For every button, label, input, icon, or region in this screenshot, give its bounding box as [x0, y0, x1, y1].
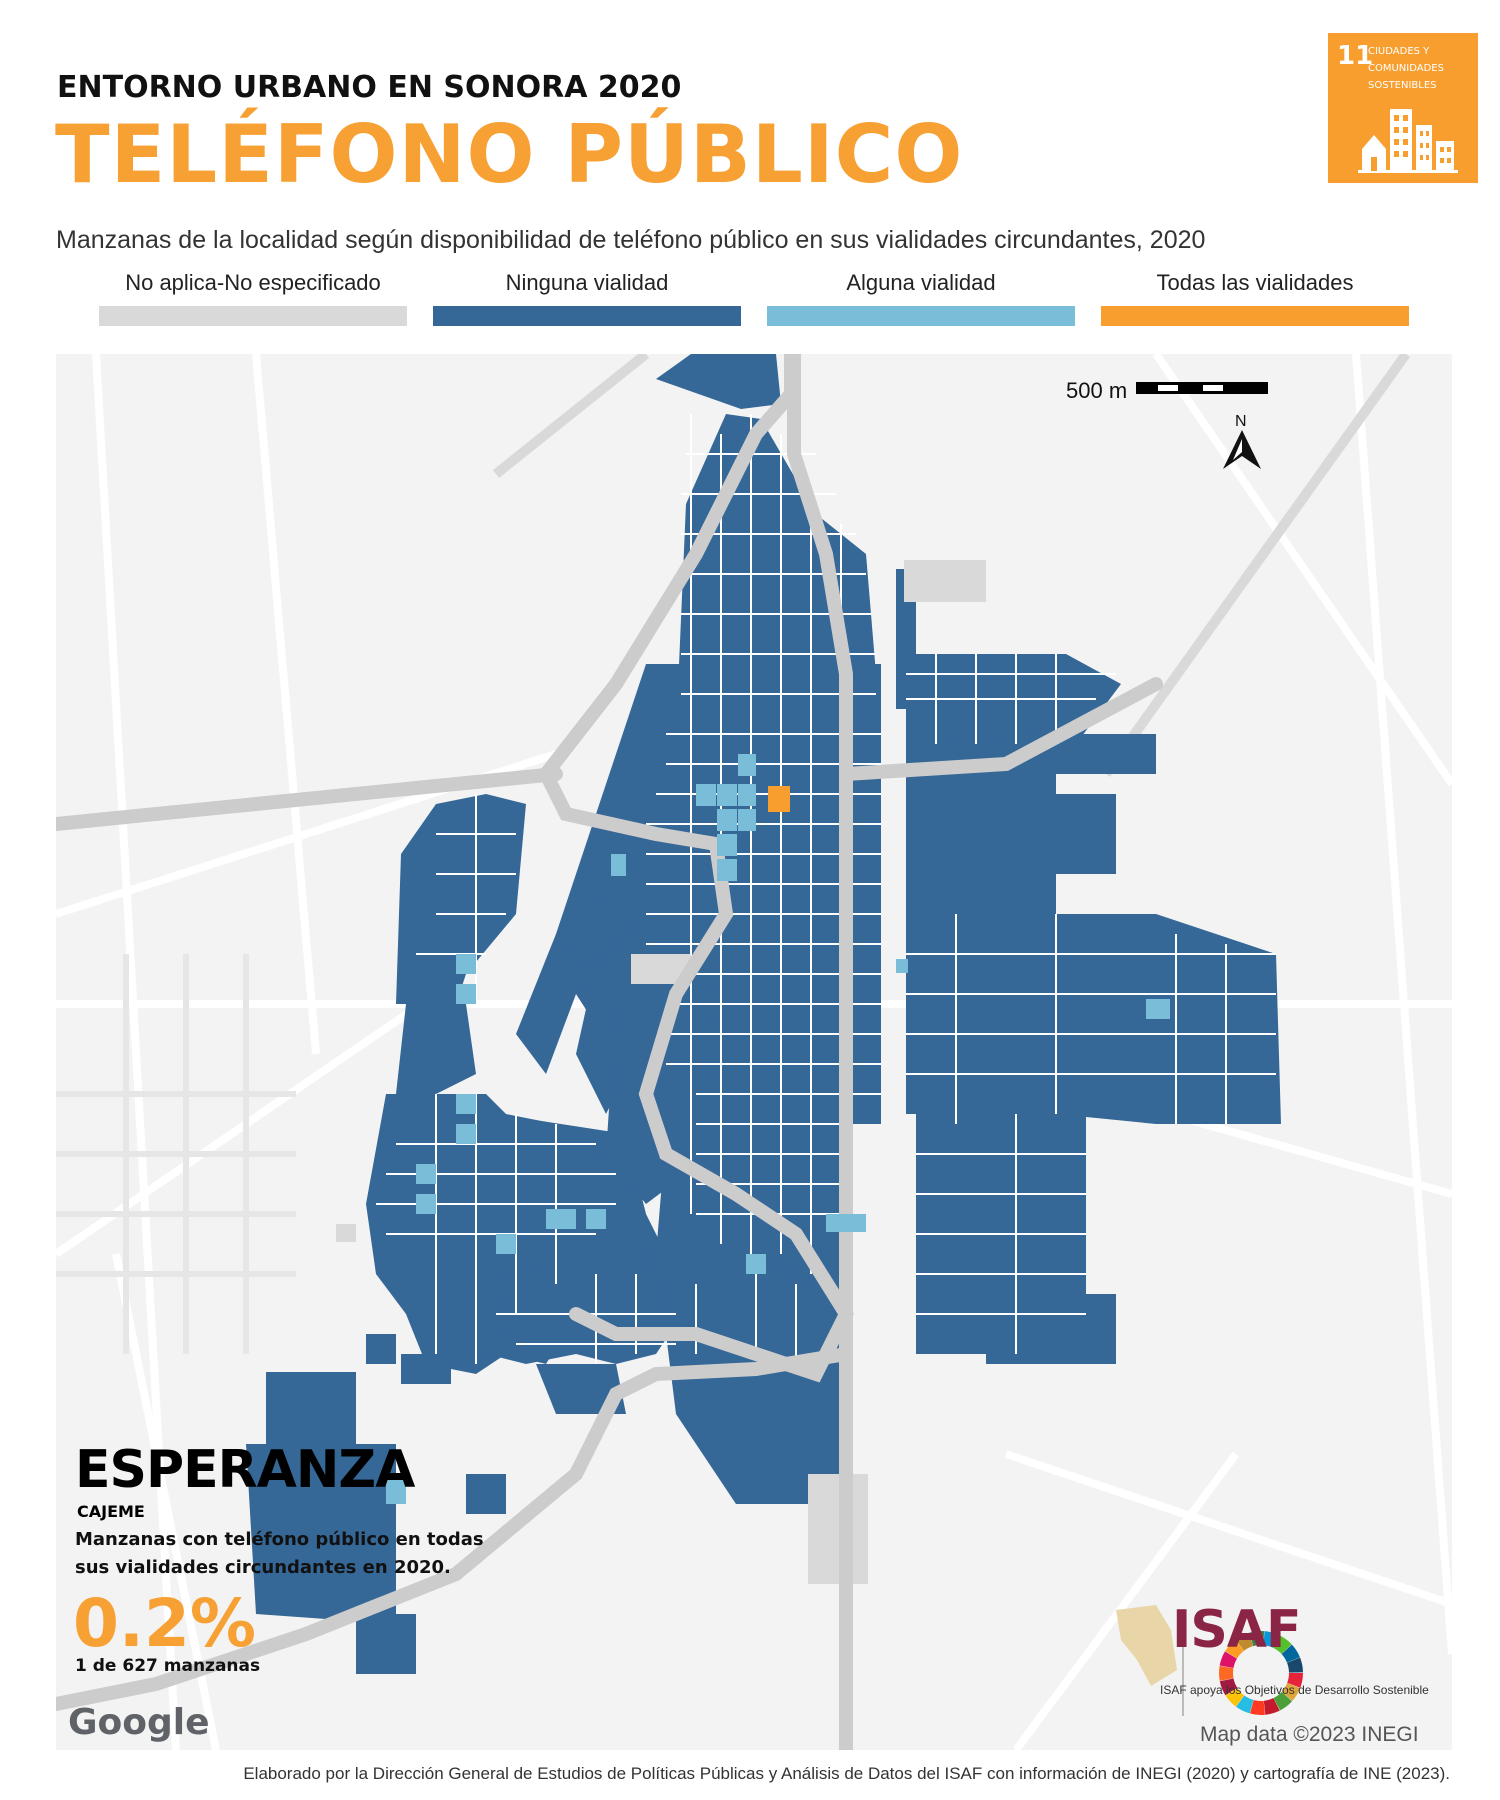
isaf-logo: ISAF	[1172, 1600, 1302, 1660]
legend-swatch-dark-blue	[433, 306, 741, 326]
sdg-11-badge: 11 CIUDADES Y COMUNIDADES SOSTENIBLES	[1328, 33, 1478, 183]
logo-divider	[1182, 1620, 1184, 1716]
sdg-label-line1: CIUDADES Y	[1368, 46, 1430, 57]
sonora-map-icon	[1116, 1605, 1177, 1686]
orange-block-todas	[768, 786, 790, 812]
locality-name: ESPERANZA	[75, 1440, 415, 1500]
legend-item-alguna: Alguna vialidad	[767, 270, 1075, 326]
light-blue-blocks	[386, 754, 1170, 1504]
stat-description: Manzanas con teléfono público en todas s…	[75, 1529, 484, 1578]
legend-label: Ninguna vialidad	[505, 270, 669, 295]
gray-road-grid	[56, 954, 296, 1354]
isaf-caption: ISAF apoya los Objetivos de Desarrollo S…	[1160, 1683, 1429, 1697]
header-subtitle: ENTORNO URBANO EN SONORA 2020	[57, 70, 682, 105]
map-attribution: Map data ©2023 INEGI	[1200, 1723, 1419, 1746]
map-description: Manzanas de la localidad según disponibi…	[56, 226, 1206, 254]
city-buildings-icon	[1358, 109, 1458, 173]
stat-count: 1 de 627 manzanas	[75, 1656, 261, 1676]
gray-na-blocks	[336, 560, 986, 1584]
scale-bar: 500 m	[1066, 378, 1268, 403]
main-highway	[56, 354, 1163, 1750]
highway-diagonal-ne	[492, 354, 1411, 777]
sdg-label: CIUDADES Y COMUNIDADES SOSTENIBLES	[1368, 43, 1468, 94]
municipality-name: CAJEME	[77, 1502, 145, 1521]
legend-label: Todas las vialidades	[1156, 270, 1354, 295]
google-logo: Google	[68, 1702, 210, 1743]
map-canvas[interactable]: 500 m N	[56, 354, 1452, 1750]
sdg-label-line2: COMUNIDADES	[1368, 63, 1444, 74]
legend-item-todas: Todas las vialidades	[1101, 270, 1409, 326]
sdg-wheel-icon	[1219, 1631, 1303, 1715]
legend-swatch-light-blue	[767, 306, 1075, 326]
footer-credits: Elaborado por la Dirección General de Es…	[243, 1764, 1450, 1783]
sdg-label-line3: SOSTENIBLES	[1368, 80, 1437, 91]
map-svg: 500 m N	[56, 354, 1452, 1750]
page-title: TELÉFONO PÚBLICO	[55, 108, 964, 201]
north-arrow-icon: N	[1223, 413, 1261, 469]
legend-label: Alguna vialidad	[846, 270, 996, 295]
sdg-number: 11	[1337, 41, 1374, 71]
legend-item-ninguna: Ninguna vialidad	[433, 270, 741, 326]
legend-swatch-gray	[99, 306, 407, 326]
legend-item-no-aplica: No aplica-No especificado	[99, 270, 407, 326]
stat-percent: 0.2%	[73, 1585, 257, 1662]
legend-swatch-orange	[1101, 306, 1409, 326]
urban-blocks	[246, 354, 1281, 1674]
legend-label: No aplica-No especificado	[125, 270, 381, 295]
north-label: N	[1235, 413, 1247, 430]
scale-label: 500 m	[1066, 378, 1127, 403]
